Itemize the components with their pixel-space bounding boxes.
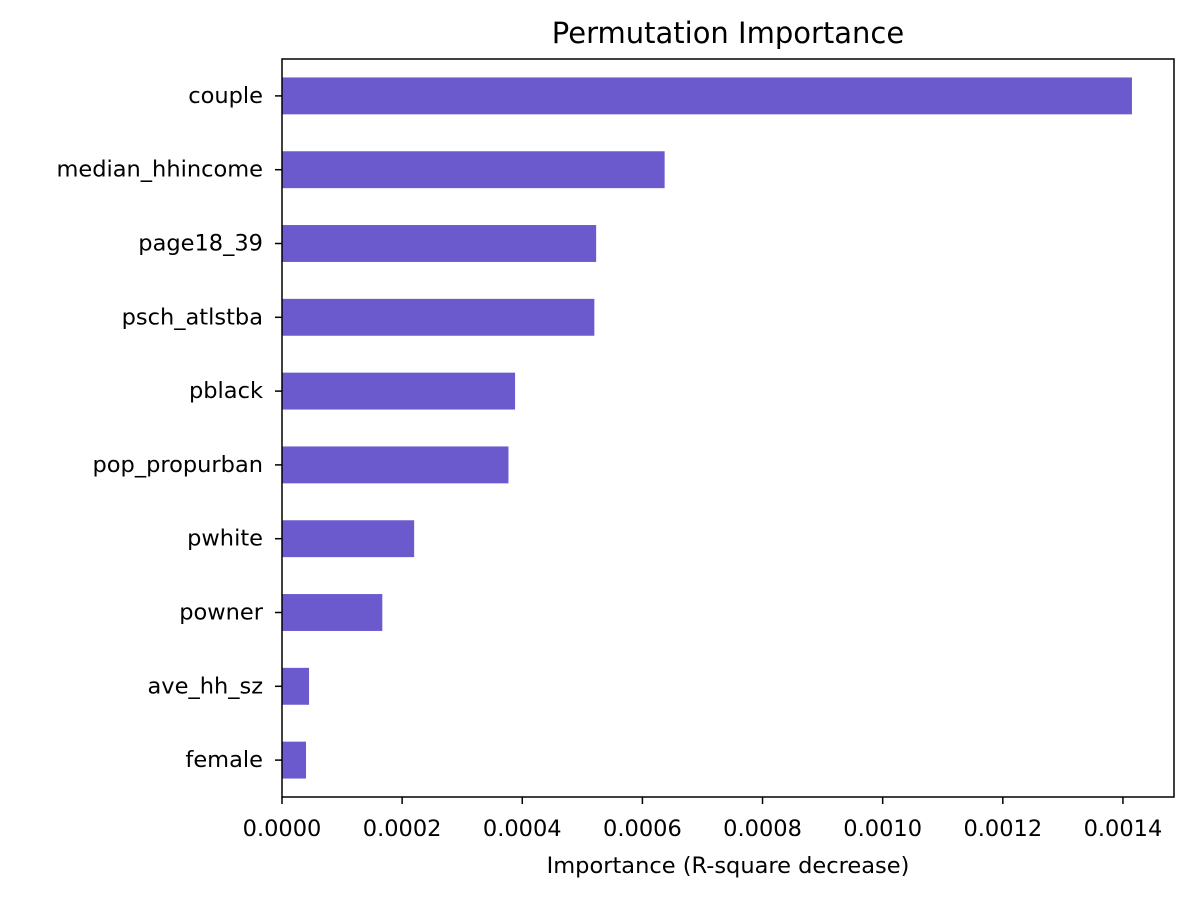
bar-female bbox=[282, 741, 307, 779]
bar-page18_39 bbox=[282, 225, 597, 262]
bar-couple bbox=[282, 77, 1132, 115]
x-tick-label: 0.0008 bbox=[723, 816, 802, 842]
x-axis-label: Importance (R-square decrease) bbox=[547, 853, 910, 879]
x-tick-label: 0.0006 bbox=[603, 816, 682, 842]
y-tick-label: ave_hh_sz bbox=[148, 673, 264, 699]
bar-powner bbox=[282, 594, 383, 631]
y-tick-label: page18_39 bbox=[138, 231, 263, 257]
bar-pop_propurban bbox=[282, 446, 509, 484]
bar-pwhite bbox=[282, 520, 415, 558]
y-tick-label: pop_propurban bbox=[92, 452, 263, 478]
y-tick-label: median_hhincome bbox=[56, 157, 263, 183]
y-tick-label: pblack bbox=[189, 378, 263, 404]
x-tick-label: 0.0000 bbox=[243, 816, 322, 842]
x-axis-ticks: 0.0000 0.0002 0.0004 0.0006 0.0008 0.0010 0.00… bbox=[243, 797, 1163, 842]
x-tick-label: 0.0014 bbox=[1084, 816, 1163, 842]
bar-psch_atlstba bbox=[282, 298, 595, 336]
chart-title: Permutation Importance bbox=[552, 16, 904, 50]
x-tick-label: 0.0004 bbox=[483, 816, 562, 842]
bar-ave_hh_sz bbox=[282, 667, 310, 705]
bar-pblack bbox=[282, 372, 516, 410]
x-tick-label: 0.0010 bbox=[843, 816, 922, 842]
y-tick-label: psch_atlstba bbox=[122, 304, 263, 330]
y-tick-label: pwhite bbox=[187, 526, 263, 552]
y-axis-ticks: couple median_hhincome page18_39 psch_atlst… bbox=[56, 83, 282, 773]
bars-layer bbox=[282, 77, 1132, 779]
y-tick-label: female bbox=[185, 747, 263, 773]
plot-frame bbox=[281, 58, 1175, 798]
x-tick-label: 0.0012 bbox=[963, 816, 1042, 842]
y-tick-label: couple bbox=[188, 83, 263, 109]
y-tick-label: powner bbox=[179, 600, 264, 626]
x-tick-label: 0.0002 bbox=[363, 816, 442, 842]
bar-median_hhincome bbox=[282, 151, 665, 189]
